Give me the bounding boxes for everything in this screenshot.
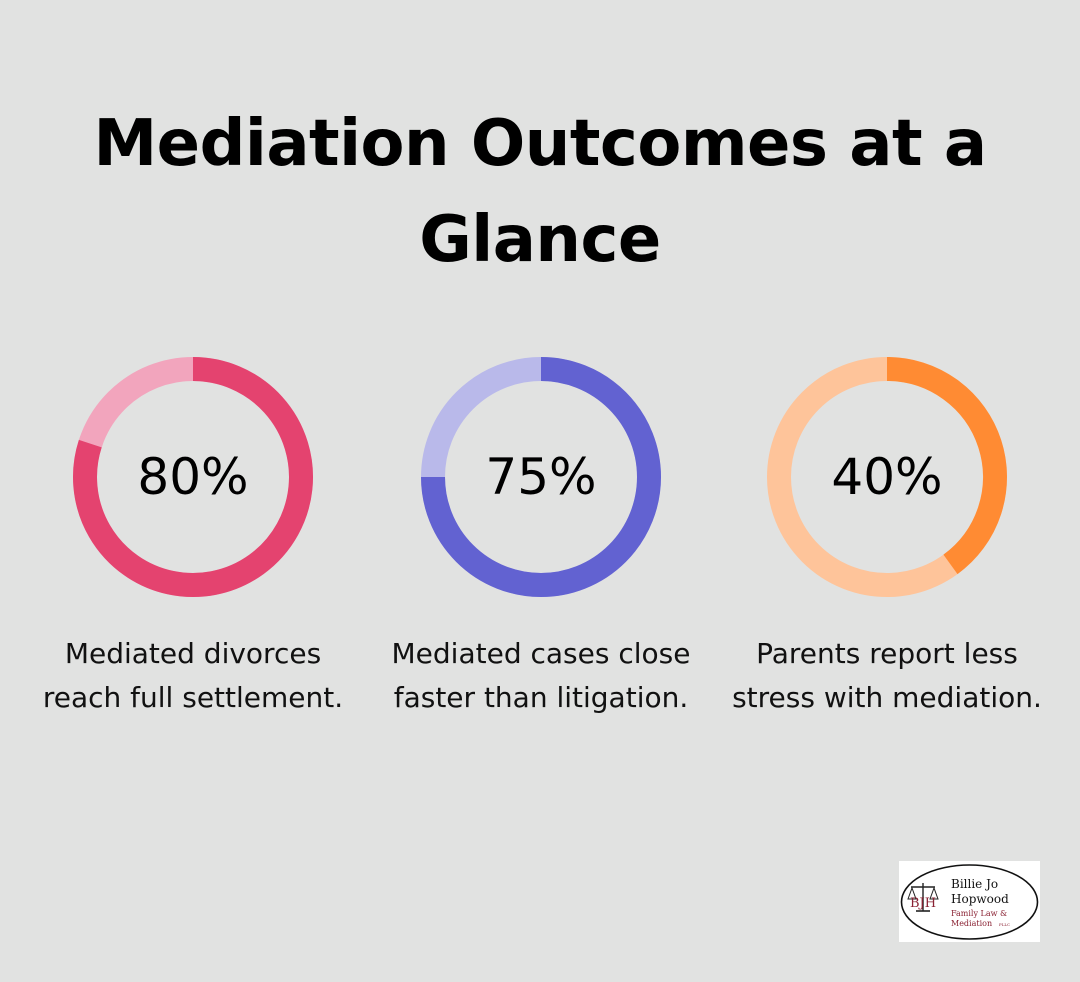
logo-suffix: PLLC	[999, 922, 1010, 927]
logo-firm-line2: Mediation	[951, 919, 992, 928]
donut-chart-stress: 40%	[767, 357, 1007, 597]
stat-value: 80%	[137, 448, 248, 506]
stat-caption: Parents report less stress with mediatio…	[732, 637, 1042, 714]
donut-chart-settlement: 80%	[73, 357, 313, 597]
stat-caption: Mediated cases close faster than litigat…	[391, 637, 691, 714]
logo-monogram: BJH	[910, 896, 936, 911]
stat-value: 75%	[485, 448, 596, 506]
donut-filled-arc	[421, 357, 661, 597]
donut-filled-arc	[886, 357, 1007, 575]
donut-filled-arc	[73, 357, 313, 597]
donut-chart-speed: 75%	[421, 357, 661, 597]
stat-card-settlement: 80% Mediated divorces reach full settlem…	[33, 352, 353, 720]
stat-card-stress: 40% Parents report less stress with medi…	[727, 352, 1047, 720]
stat-caption: Mediated divorces reach full settlement.	[42, 637, 344, 714]
firm-logo-graphic: BJH Billie Jo Hopwood Family Law & Media…	[900, 864, 1039, 940]
logo-oval	[900, 864, 1039, 940]
stat-card-speed: 75% Mediated cases close faster than lit…	[381, 352, 701, 720]
logo-name-line1: Billie Jo	[951, 877, 998, 891]
scales-of-justice-icon	[907, 883, 939, 912]
page-title: Mediation Outcomes at a Glance	[93, 107, 987, 277]
stat-value: 40%	[831, 448, 942, 506]
firm-logo: BJH Billie Jo Hopwood Family Law & Media…	[899, 861, 1040, 942]
logo-firm-line1: Family Law &	[951, 909, 1007, 918]
logo-name-line2: Hopwood	[951, 892, 1009, 906]
